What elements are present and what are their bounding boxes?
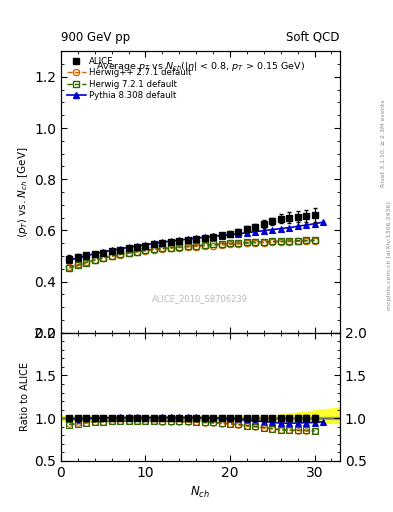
Y-axis label: $\langle p_T \rangle$ vs. $N_{ch}$ [GeV]: $\langle p_T \rangle$ vs. $N_{ch}$ [GeV]	[16, 146, 30, 238]
Y-axis label: Ratio to ALICE: Ratio to ALICE	[20, 362, 30, 431]
Text: mcplots.cern.ch [arXiv:1306.3436]: mcplots.cern.ch [arXiv:1306.3436]	[387, 202, 391, 310]
Text: 900 GeV pp: 900 GeV pp	[61, 31, 130, 44]
Legend: ALICE, Herwig++ 2.7.1 default, Herwig 7.2.1 default, Pythia 8.308 default: ALICE, Herwig++ 2.7.1 default, Herwig 7.…	[64, 54, 195, 103]
Text: ALICE_2010_S8706239: ALICE_2010_S8706239	[152, 294, 248, 304]
Text: Soft QCD: Soft QCD	[286, 31, 340, 44]
Text: Rivet 3.1.10, ≥ 2.3M events: Rivet 3.1.10, ≥ 2.3M events	[381, 99, 386, 187]
Text: Average $p_T$ vs $N_{ch}$(|$\eta$| < 0.8, $p_T$ > 0.15 GeV): Average $p_T$ vs $N_{ch}$(|$\eta$| < 0.8…	[96, 60, 305, 73]
X-axis label: $N_{ch}$: $N_{ch}$	[191, 485, 210, 500]
